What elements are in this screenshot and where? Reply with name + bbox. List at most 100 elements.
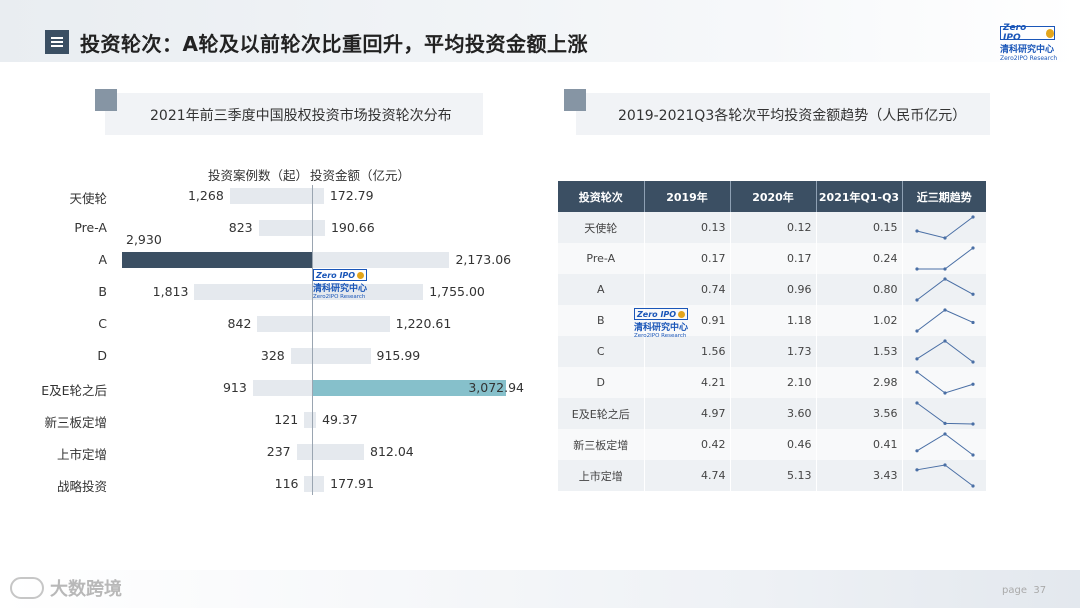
sparkline-point (970, 320, 975, 325)
sparkline-line (916, 278, 973, 301)
table-row: A 0.74 0.96 0.80 (558, 274, 986, 305)
page-label: page (1002, 585, 1027, 596)
sparkline-point (914, 401, 919, 405)
cases-data-label: 237 (266, 444, 291, 459)
table-cell-value: 0.13 (644, 212, 731, 243)
sparkline-line (916, 309, 973, 332)
table-cell-value: 3.56 (816, 398, 903, 429)
table-column-header: 投资轮次 (558, 181, 645, 212)
cases-bar (194, 284, 312, 300)
table-row: Pre-A 0.17 0.17 0.24 (558, 243, 986, 274)
trend-sparkline (914, 401, 975, 426)
category-label: 天使轮 (69, 191, 107, 206)
table-cell-value: 0.46 (730, 429, 817, 460)
table-header-row: 投资轮次 2019年 2020年 2021年Q1-Q3 近三期趋势 (558, 181, 986, 212)
sparkline-point (970, 484, 975, 488)
category-label: A (98, 252, 107, 267)
amount-bar (313, 412, 317, 428)
sparkline-cell (902, 212, 986, 243)
cases-bar (229, 188, 312, 204)
table-cell-value: 1.53 (816, 336, 903, 367)
amount-bar (313, 380, 506, 396)
zero2ipo-logo: Zero IPO 清科研究中心 Zero2IPO Research (1000, 23, 1060, 62)
category-label: 新三板定增 (44, 415, 107, 430)
trend-sparkline (914, 246, 975, 271)
sparkline-point (942, 339, 947, 343)
table-column-header: 2021年Q1-Q3 (816, 181, 903, 212)
sparkline-line (916, 402, 973, 425)
amount-data-label: 812.04 (370, 444, 414, 459)
chart-watermark-logo: Zero IPO 清科研究中心 Zero2IPO Research (313, 269, 368, 300)
table-cell-value: 0.17 (730, 243, 817, 274)
cases-data-label: 2,930 (126, 232, 162, 247)
table-cell-value: 3.60 (730, 398, 817, 429)
cases-data-label: 1,813 (152, 284, 189, 299)
round-label: E及E轮之后 (558, 398, 645, 429)
table-cell-value: 0.17 (644, 243, 731, 274)
left-panel-header (105, 93, 483, 135)
sparkline-point (942, 391, 947, 395)
round-label: Pre-A (558, 243, 645, 274)
category-label: C (98, 316, 107, 331)
cases-data-label: 121 (274, 412, 299, 427)
cases-bar (258, 220, 312, 236)
round-label: B (558, 305, 645, 336)
category-label: D (97, 348, 107, 363)
cases-data-label: 823 (228, 220, 253, 235)
round-label: C (558, 336, 645, 367)
table-cell-value: 0.41 (816, 429, 903, 460)
table-row: 上市定增 4.74 5.13 3.43 (558, 460, 986, 491)
trend-sparkline (914, 370, 975, 395)
right-table-title: 2019-2021Q3各轮次平均投资金额趋势（人民币亿元） (618, 108, 967, 124)
sparkline-point (970, 453, 975, 457)
amount-column-head: 投资金额（亿元） (310, 168, 411, 183)
sparkline-point (914, 449, 919, 453)
sparkline-cell (902, 336, 986, 367)
sparkline-cell (902, 398, 986, 429)
table-column-header: 2020年 (730, 181, 817, 212)
table-cell-value: 4.74 (644, 460, 731, 491)
trend-sparkline (914, 339, 975, 364)
logo-name-cn: 清科研究中心 (1000, 45, 1055, 55)
right-panel-header (576, 93, 990, 135)
cases-data-label: 913 (222, 380, 247, 395)
sparkline-point (970, 382, 975, 386)
category-label: 上市定增 (56, 447, 107, 462)
cases-bar (257, 316, 312, 332)
trend-sparkline (914, 215, 975, 240)
sparkline-point (942, 432, 947, 436)
category-label: 战略投资 (56, 479, 107, 494)
sparkline-point (942, 236, 947, 240)
amount-data-label: 3,072.94 (468, 380, 524, 395)
sparkline-point (970, 292, 975, 296)
cases-column-head: 投资案例数（起） (208, 168, 309, 183)
sparkline-point (914, 329, 919, 333)
sparkline-line (916, 371, 973, 394)
sparkline-line (916, 340, 973, 363)
table-cell-value: 0.12 (730, 212, 817, 243)
table-row: D 4.21 2.10 2.98 (558, 367, 986, 398)
amount-data-label: 190.66 (330, 220, 375, 235)
table-cell-value: 5.13 (730, 460, 817, 491)
amount-data-label: 1,220.61 (395, 316, 452, 331)
sparkline-point (970, 246, 975, 250)
page-number: page 37 (1002, 585, 1046, 596)
sparkline-line (916, 247, 973, 270)
table-cell-value: 4.21 (644, 367, 731, 398)
cases-bar (296, 444, 312, 460)
amount-data-label: 1,755.00 (429, 284, 485, 299)
logo-name-en: Zero2IPO Research (1000, 55, 1058, 62)
sparkline-line (916, 464, 973, 487)
menu-icon (45, 30, 69, 54)
amount-data-label: 2,173.06 (455, 252, 512, 267)
cases-bar (122, 252, 312, 268)
sparkline-point (914, 267, 919, 271)
amount-bar (313, 316, 390, 332)
cases-data-label: 842 (227, 316, 252, 331)
table-row: 天使轮 0.13 0.12 0.15 (558, 212, 986, 243)
sparkline-point (942, 277, 947, 281)
amount-bar (313, 444, 364, 460)
left-chart-title: 2021年前三季度中国股权投资市场投资轮次分布 (150, 108, 452, 124)
cases-bar (290, 348, 312, 364)
table-cell-value: 0.96 (730, 274, 817, 305)
